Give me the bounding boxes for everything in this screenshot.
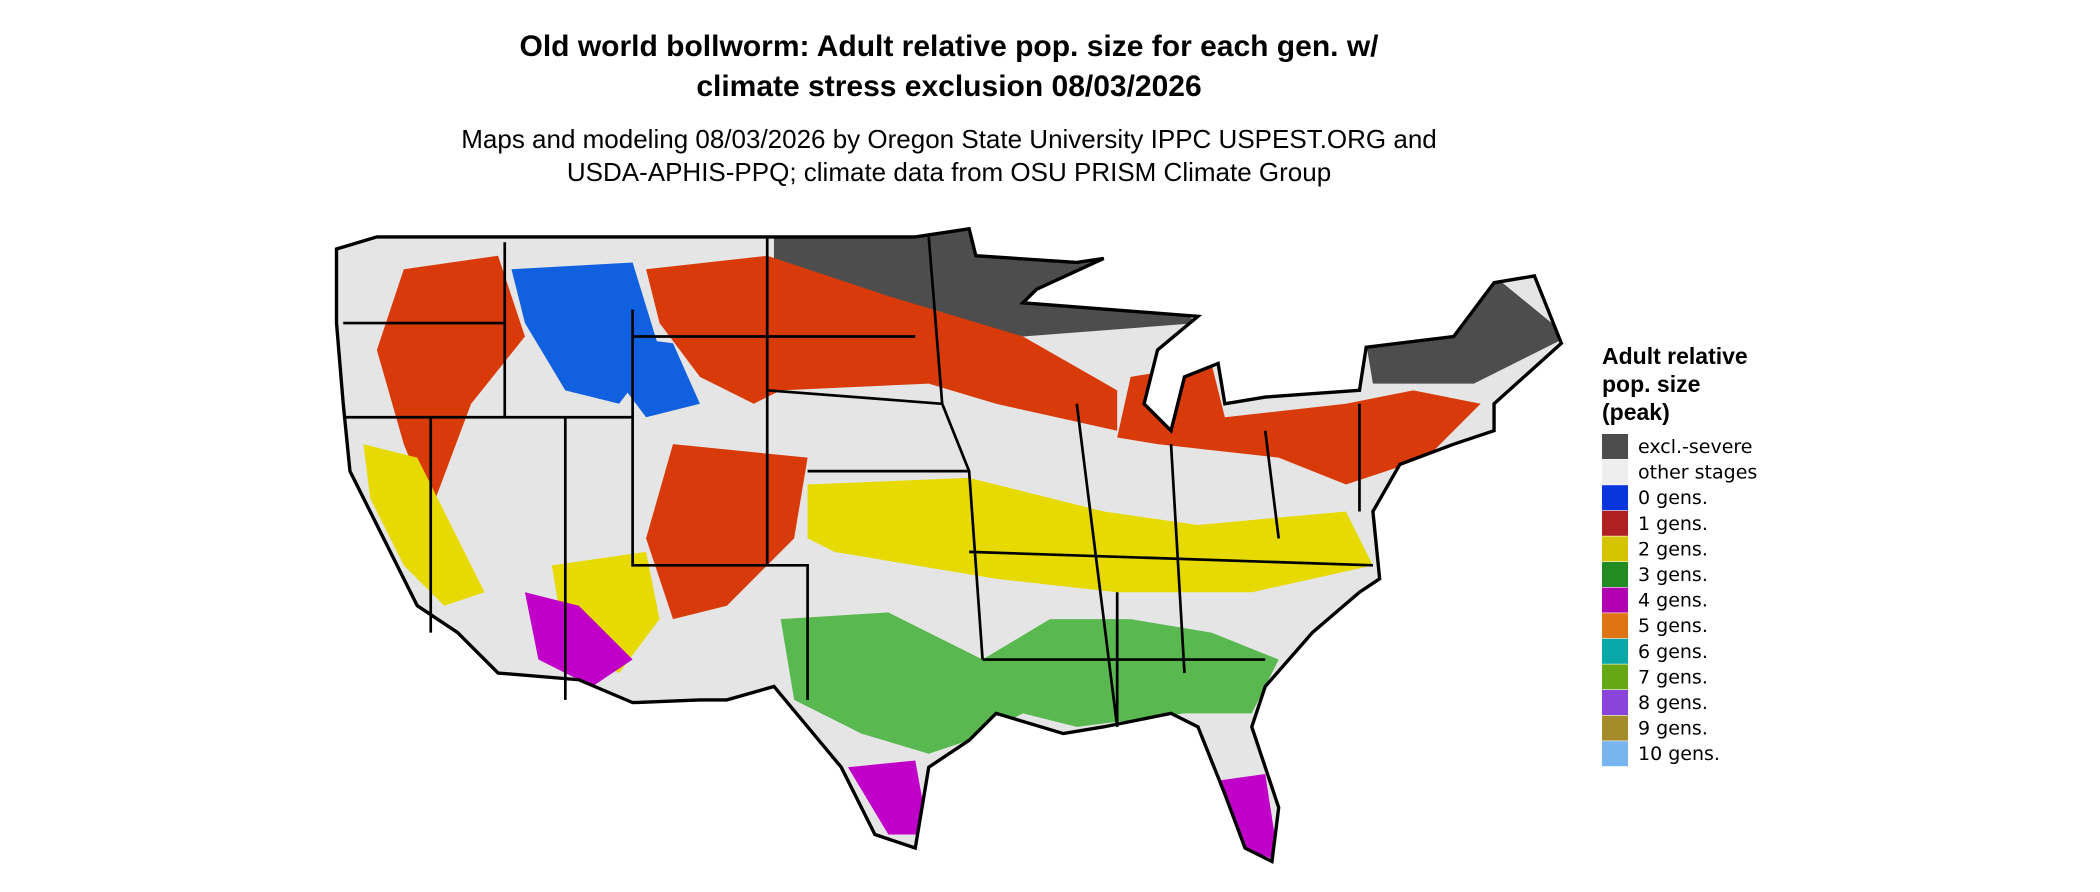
legend-swatch [1602, 434, 1628, 459]
excluded-region [1366, 275, 1562, 384]
legend-label: 6 gens. [1638, 641, 1708, 663]
legend-label: 3 gens. [1638, 564, 1708, 586]
legend-swatch [1602, 510, 1628, 536]
one-gen-region [646, 255, 1118, 431]
two-gen-region [807, 477, 1373, 593]
two-gen-region [363, 444, 485, 606]
title-line: Old world bollworm: Adult relative pop. … [520, 30, 1380, 63]
subtitle-line: Maps and modeling 08/03/2026 by Oregon S… [461, 124, 1437, 154]
one-gen-region [376, 255, 525, 512]
legend-swatch [1602, 690, 1628, 715]
legend-swatch [1602, 664, 1628, 690]
legend-label: 8 gens. [1638, 692, 1708, 714]
state-borders [343, 236, 1373, 728]
zero-gen-region [511, 262, 660, 404]
legend-swatch [1602, 638, 1628, 664]
legend-label: 5 gens. [1638, 615, 1708, 637]
three-gen-region [780, 612, 1279, 754]
legend-title: pop. size [1602, 371, 1700, 397]
legend-swatch [1602, 562, 1628, 587]
legend-swatch [1602, 741, 1628, 767]
one-gen-region [1117, 363, 1481, 485]
legend-label: 10 gens. [1638, 743, 1720, 765]
legend-label: 7 gens. [1638, 666, 1708, 688]
legend-title: Adult relative [1602, 343, 1748, 369]
legend-label: excl.-severe [1638, 436, 1753, 458]
four-gen-region [1218, 773, 1279, 862]
legend-swatch [1602, 715, 1628, 741]
legend-swatch [1602, 536, 1628, 562]
legend-label: other stages [1638, 462, 1757, 484]
title-line: climate stress exclusion 08/03/2026 [696, 70, 1201, 103]
legend-label: 4 gens. [1638, 590, 1708, 612]
subtitle-line: USDA-APHIS-PPQ; climate data from OSU PR… [567, 157, 1331, 187]
legend-title: (peak) [1602, 399, 1670, 425]
legend-swatch [1602, 613, 1628, 639]
legend-label: 9 gens. [1638, 718, 1708, 740]
zero-gen-region [619, 336, 700, 418]
legend-swatch [1602, 485, 1628, 511]
legend-label: 1 gens. [1638, 513, 1708, 535]
legend-label: 0 gens. [1638, 487, 1708, 509]
four-gen-region [847, 760, 929, 835]
four-gen-region [524, 592, 633, 687]
legend-swatch [1602, 459, 1628, 485]
map [334, 227, 1564, 864]
legend-label: 2 gens. [1638, 538, 1708, 560]
legend-swatch [1602, 587, 1628, 613]
